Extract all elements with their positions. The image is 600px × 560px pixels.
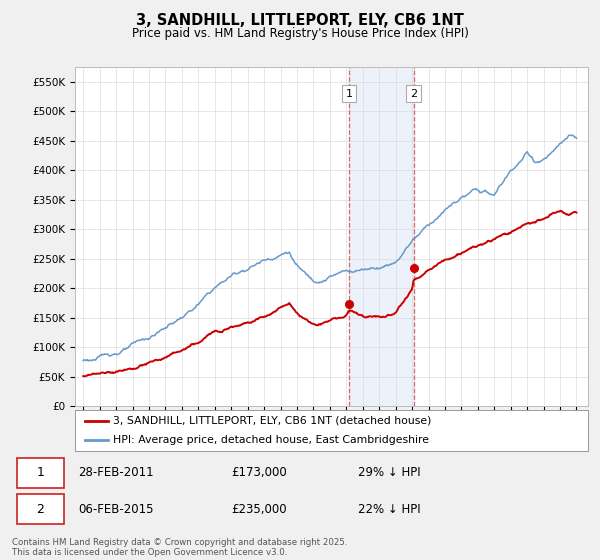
Text: 3, SANDHILL, LITTLEPORT, ELY, CB6 1NT: 3, SANDHILL, LITTLEPORT, ELY, CB6 1NT bbox=[136, 13, 464, 28]
Bar bbox=[349, 67, 413, 406]
Text: HPI: Average price, detached house, East Cambridgeshire: HPI: Average price, detached house, East… bbox=[113, 435, 430, 445]
Text: 2: 2 bbox=[410, 88, 417, 99]
FancyBboxPatch shape bbox=[17, 494, 64, 524]
Text: 29% ↓ HPI: 29% ↓ HPI bbox=[358, 466, 420, 479]
Text: £173,000: £173,000 bbox=[231, 466, 287, 479]
Text: Contains HM Land Registry data © Crown copyright and database right 2025.
This d: Contains HM Land Registry data © Crown c… bbox=[12, 538, 347, 557]
Text: 1: 1 bbox=[36, 466, 44, 479]
Text: 1: 1 bbox=[346, 88, 352, 99]
Text: 3, SANDHILL, LITTLEPORT, ELY, CB6 1NT (detached house): 3, SANDHILL, LITTLEPORT, ELY, CB6 1NT (d… bbox=[113, 416, 432, 426]
Text: 06-FEB-2015: 06-FEB-2015 bbox=[78, 502, 154, 516]
Text: £235,000: £235,000 bbox=[231, 502, 287, 516]
FancyBboxPatch shape bbox=[17, 458, 64, 488]
Text: 28-FEB-2011: 28-FEB-2011 bbox=[78, 466, 154, 479]
Text: Price paid vs. HM Land Registry's House Price Index (HPI): Price paid vs. HM Land Registry's House … bbox=[131, 27, 469, 40]
Text: 22% ↓ HPI: 22% ↓ HPI bbox=[358, 502, 420, 516]
Text: 2: 2 bbox=[36, 502, 44, 516]
